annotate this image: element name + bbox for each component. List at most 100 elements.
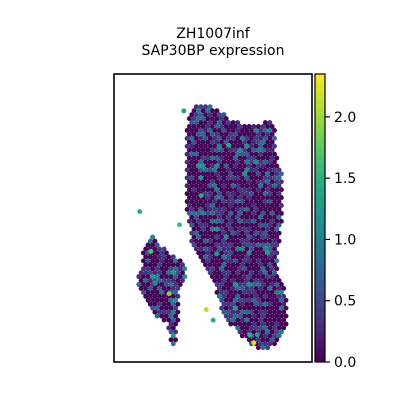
spot	[235, 143, 241, 149]
spot	[249, 175, 254, 181]
spot	[232, 282, 238, 287]
spot	[255, 313, 261, 319]
spot	[253, 293, 259, 299]
spot	[262, 120, 268, 126]
highlight-spot	[166, 291, 172, 297]
spot	[159, 258, 165, 264]
spot	[251, 131, 257, 137]
spot	[226, 270, 231, 276]
spot	[228, 258, 234, 264]
spot	[253, 230, 259, 236]
spot	[214, 147, 220, 153]
spot	[246, 258, 252, 264]
spot	[143, 278, 149, 283]
spot	[260, 297, 266, 303]
spot	[198, 143, 204, 149]
spot	[214, 274, 220, 280]
spot	[226, 238, 231, 244]
spot	[239, 151, 245, 157]
spot	[265, 329, 271, 335]
spot	[219, 282, 225, 287]
spot	[226, 254, 231, 260]
spot	[200, 131, 206, 137]
spots-layer	[136, 104, 289, 351]
spot	[216, 191, 222, 197]
spot	[205, 187, 211, 193]
spot	[226, 159, 231, 165]
spot	[274, 242, 280, 248]
spot	[159, 282, 165, 287]
spot	[196, 171, 202, 177]
spot	[193, 128, 199, 133]
spot	[265, 313, 271, 319]
spot	[274, 313, 280, 319]
spot	[253, 301, 259, 307]
spot	[251, 139, 257, 145]
spot	[278, 282, 284, 287]
spot	[253, 262, 259, 268]
spot	[251, 218, 257, 224]
spot	[200, 155, 206, 161]
spot	[258, 341, 264, 347]
spot	[253, 183, 259, 189]
spot	[232, 124, 238, 129]
spot	[276, 214, 282, 220]
spot	[272, 191, 277, 197]
colorbar-ticks: 0.0 0.5 1.0 1.5 2.0	[325, 110, 356, 371]
spot	[198, 167, 204, 173]
spot	[262, 159, 268, 165]
spot	[244, 175, 250, 181]
spot	[209, 171, 215, 177]
spot	[258, 222, 264, 228]
spot	[232, 250, 238, 256]
spot	[272, 301, 277, 307]
spot	[226, 309, 231, 315]
spot	[154, 305, 160, 311]
spot	[221, 207, 227, 212]
spot	[249, 270, 254, 276]
spot	[212, 246, 218, 252]
spot	[212, 270, 218, 276]
spot	[258, 246, 264, 252]
spot	[267, 270, 273, 276]
spot	[159, 297, 165, 303]
spot	[161, 317, 167, 323]
spot	[223, 203, 229, 208]
spot	[189, 230, 195, 236]
spot	[269, 226, 275, 232]
spot	[246, 250, 252, 256]
spot	[272, 230, 277, 236]
spot	[274, 258, 280, 264]
spot	[251, 226, 257, 232]
spot	[269, 282, 275, 287]
spot	[216, 238, 222, 244]
spot	[203, 238, 208, 244]
spot	[189, 143, 195, 149]
spot	[237, 187, 243, 193]
spot	[221, 270, 227, 276]
spot	[221, 254, 227, 260]
spot	[221, 135, 227, 141]
spot	[184, 191, 190, 197]
spot	[249, 238, 254, 244]
spot	[221, 151, 227, 157]
spot	[189, 128, 195, 133]
spot	[196, 124, 202, 129]
spot	[193, 167, 199, 173]
spot	[269, 195, 275, 201]
spot	[196, 250, 202, 256]
spot	[239, 262, 245, 268]
spot	[184, 207, 190, 212]
spot	[253, 270, 259, 276]
spot	[207, 246, 213, 252]
spot	[255, 147, 261, 153]
spot	[207, 254, 213, 260]
spot	[242, 203, 248, 208]
spot	[246, 282, 252, 287]
spot	[258, 262, 264, 268]
spot	[249, 325, 254, 331]
spot	[237, 203, 243, 208]
spot	[223, 250, 229, 256]
spot	[147, 293, 153, 299]
spot	[180, 270, 185, 276]
